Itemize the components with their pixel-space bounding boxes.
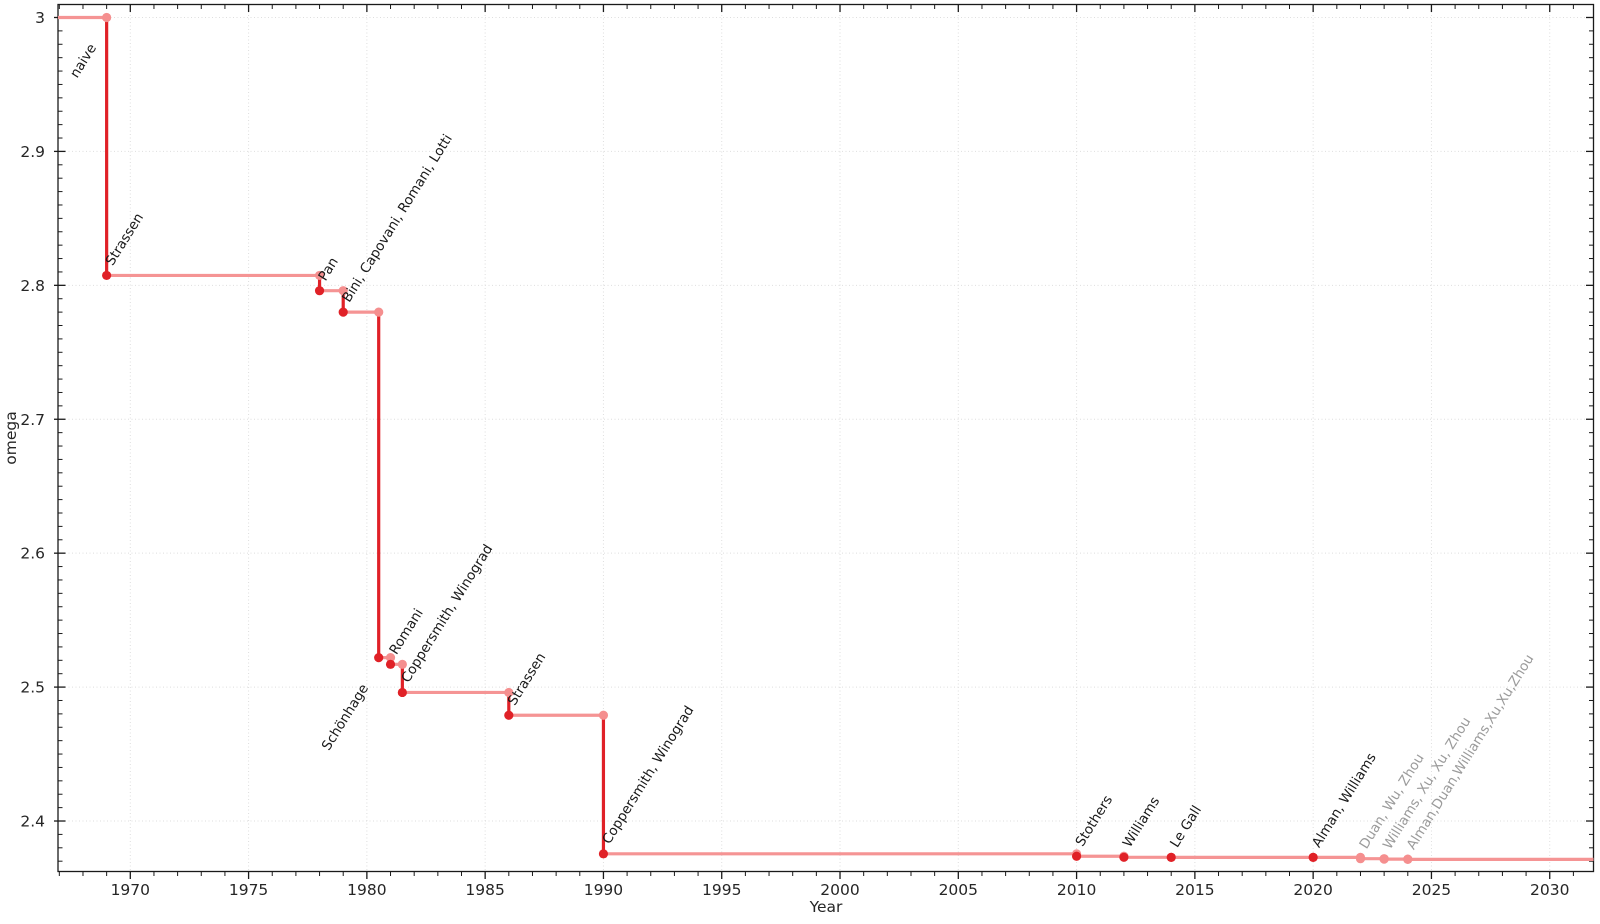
event-label: naive <box>67 41 100 81</box>
x-tick-label: 1990 <box>584 881 623 899</box>
x-tick-label: 2025 <box>1412 881 1451 899</box>
result-point-marker <box>314 286 325 296</box>
event-label: Williams <box>1120 794 1164 850</box>
plot-border <box>57 3 1595 873</box>
result-point-marker <box>374 653 384 663</box>
event-label: Schönhage <box>319 681 372 753</box>
carry-point-marker <box>102 12 112 23</box>
carry-point-marker <box>338 286 348 296</box>
result-point-marker <box>385 659 396 669</box>
x-tick-label: 1980 <box>347 881 386 899</box>
event-label: Stothers <box>1072 793 1116 850</box>
y-tick-label: 2.8 <box>20 277 45 295</box>
x-tick-label: 2015 <box>1175 881 1214 899</box>
x-tick-label: 2020 <box>1293 881 1332 899</box>
result-point-marker <box>1166 852 1176 862</box>
carry-point-marker <box>504 687 514 698</box>
result-point-marker <box>504 710 514 720</box>
event-label: Bini, Capovani, Romani, Lotti <box>339 132 456 306</box>
carry-point-marker <box>374 307 384 317</box>
carry-point-marker <box>598 710 609 720</box>
event-label: Alman,Duan,Williams,Xu,Xu,Zhou <box>1404 652 1538 853</box>
plot-area: 1970 1975 1980 1985 1990 1995 2000 2005 2010 2015… <box>20 3 1595 899</box>
result-point-marker <box>1308 852 1318 862</box>
result-point-marker <box>338 307 348 317</box>
result-point-marker <box>1071 851 1082 861</box>
result-point-marker <box>1355 854 1366 864</box>
event-label: Le Gall <box>1167 803 1205 851</box>
x-tick-label: 2005 <box>939 881 978 899</box>
x-tick-label: 2000 <box>820 881 859 899</box>
event-label: Strassen <box>505 650 550 708</box>
x-axis-title: Year <box>809 898 843 916</box>
y-tick-label: 2.4 <box>20 813 45 831</box>
y-tick-label: 2.5 <box>20 679 45 697</box>
x-tick-label: 1975 <box>229 881 268 899</box>
carry-point-marker <box>385 653 396 663</box>
result-point-marker <box>598 849 609 859</box>
event-label: Coppersmith, Winograd <box>599 703 697 847</box>
carry-point-marker <box>314 270 325 281</box>
y-tick-label: 2.7 <box>20 411 45 429</box>
x-tick-label: 2030 <box>1530 881 1569 899</box>
result-point-marker <box>1403 854 1413 864</box>
y-tick-label: 2.9 <box>20 143 45 161</box>
carry-point-marker <box>397 659 407 669</box>
x-tick-label: 1995 <box>702 881 741 899</box>
y-tick-label: 2.6 <box>20 545 45 563</box>
x-tick-label: 1970 <box>111 881 150 899</box>
x-tick-label: 1985 <box>465 881 504 899</box>
result-point-marker <box>1119 852 1129 862</box>
result-point-marker <box>102 270 112 281</box>
y-axis-title: omega <box>2 411 20 464</box>
event-label: Strassen <box>102 210 147 268</box>
x-tick-label: 2010 <box>1057 881 1096 899</box>
result-point-marker <box>1379 854 1389 864</box>
result-point-marker <box>397 687 407 698</box>
y-tick-label: 3 <box>35 9 45 27</box>
